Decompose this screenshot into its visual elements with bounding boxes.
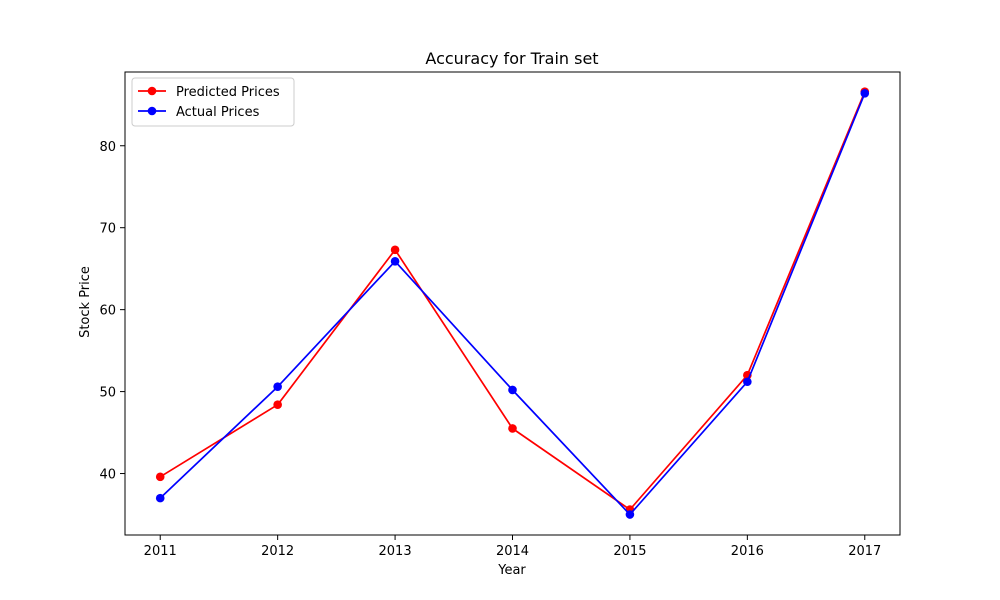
data-point-actual [390, 256, 400, 266]
y-tick-label: 60 [99, 304, 116, 319]
x-tick-label: 2017 [848, 544, 881, 559]
y-tick-label: 50 [99, 386, 116, 401]
data-point-actual [155, 493, 165, 503]
data-point-predicted [273, 400, 282, 410]
x-axis-label: Year [497, 563, 526, 578]
legend-box [131, 77, 295, 127]
legend-label-predicted: Predicted Prices [176, 85, 280, 100]
legend-marker-actual [147, 106, 157, 116]
plot-area: 2011 2012 2013 2014 2015 2016 2017 40 50 60 70 80 [99, 71, 901, 559]
y-axis-label: Stock Price [78, 266, 93, 338]
y-tick-label: 70 [99, 222, 116, 237]
x-tick-label: 2015 [613, 544, 646, 559]
legend-label-actual: Actual Prices [176, 105, 260, 120]
x-tick-label: 2013 [379, 544, 412, 559]
x-tick-label: 2012 [261, 544, 294, 559]
chart-title: Accuracy for Train set [425, 49, 598, 68]
x-tick-label: 2016 [731, 544, 764, 559]
data-point-actual [743, 377, 752, 387]
data-point-actual [860, 89, 870, 98]
data-point-actual [625, 510, 635, 519]
data-point-predicted [390, 245, 400, 255]
data-point-predicted [508, 424, 517, 433]
data-point-actual [273, 382, 282, 391]
data-point-actual [508, 385, 517, 395]
data-point-predicted [155, 472, 165, 482]
x-tick-label: 2011 [144, 544, 177, 559]
legend-marker-predicted [147, 86, 157, 96]
y-tick-label: 80 [99, 140, 116, 155]
x-tick-label: 2014 [496, 544, 529, 559]
legend: Predicted Prices Actual Prices [131, 77, 295, 127]
y-tick-label: 40 [99, 468, 116, 483]
